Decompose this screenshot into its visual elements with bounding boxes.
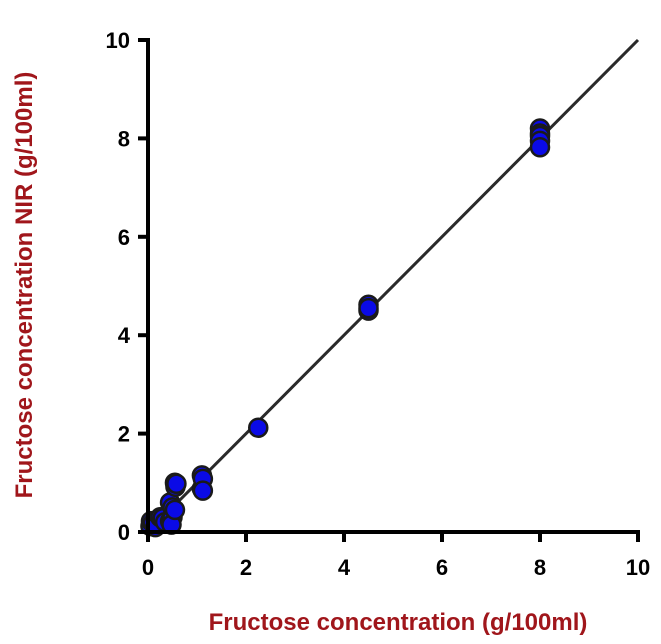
data-points [140,118,551,538]
y-tick-label: 10 [106,28,130,53]
y-tick-label: 4 [118,323,131,348]
y-tick-label: 2 [118,422,130,447]
data-point [166,473,187,495]
x-tick-label: 2 [240,555,252,580]
x-tick-label: 8 [534,555,546,580]
x-tick-label: 6 [436,555,448,580]
reference-line-layer [146,38,640,534]
y-tick-label: 0 [118,520,130,545]
identity-line [146,38,640,534]
x-tick-label: 10 [626,555,650,580]
data-point [358,297,379,319]
data-point [529,137,551,158]
x-tick-label: 0 [142,555,154,580]
data-point [248,417,269,438]
data-point [192,480,214,501]
y-axis-title: Fructose concentration NIR (g/100ml) [11,72,38,499]
y-tick-label: 8 [118,126,130,151]
x-axis-title: Fructose concentration (g/100ml) [209,609,588,636]
y-tick-label: 6 [118,225,130,250]
data-point [164,499,186,521]
axes [138,38,640,542]
x-tick-label: 4 [338,555,351,580]
tick-labels: 0 2 4 6 8 10 0 2 4 6 8 10 [106,28,651,580]
